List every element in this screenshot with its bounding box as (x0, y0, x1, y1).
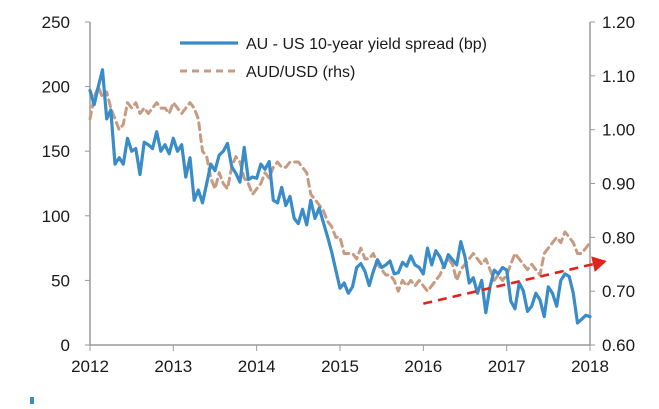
y-right-tick-label: 0.90 (602, 175, 635, 194)
axes-group: 2012 2013 2014 2015 2016 2017 2018 0 50 100 150 200… (42, 13, 635, 376)
legend-label-spread: AU - US 10-year yield spread (bp) (246, 36, 487, 53)
series-group (88, 68, 592, 325)
corner-marker (30, 397, 34, 404)
series-line-audusd (88, 85, 592, 293)
y-right-tick-label: 0.80 (602, 228, 635, 247)
y-left-tick-label: 50 (51, 271, 70, 290)
y-right-tick-label: 0.70 (602, 282, 635, 301)
y-right-tick-label: 1.10 (602, 67, 635, 86)
y-right-tick-label: 1.00 (602, 121, 635, 140)
x-tick-label: 2012 (71, 357, 109, 376)
y-left-tick-label: 0 (61, 336, 70, 355)
annotation-group (423, 256, 607, 305)
y-left-tick-label: 100 (42, 207, 70, 226)
y-left-tick-label: 250 (42, 13, 70, 32)
series-line-spread (88, 68, 592, 325)
x-tick-label: 2013 (154, 357, 192, 376)
y-left-tick-label: 150 (42, 142, 70, 161)
x-tick-label: 2014 (238, 357, 276, 376)
x-tick-label: 2018 (571, 357, 609, 376)
y-right-tick-label: 1.20 (602, 13, 635, 32)
legend: AU - US 10-year yield spread (bp) AUD/US… (180, 36, 487, 81)
y-right-tick-label: 0.60 (602, 336, 635, 355)
legend-label-audusd: AUD/USD (rhs) (246, 64, 355, 81)
y-left-tick-label: 200 (42, 78, 70, 97)
x-tick-label: 2016 (404, 357, 442, 376)
x-tick-label: 2017 (488, 357, 526, 376)
trend-arrow-head (591, 256, 607, 272)
x-tick-label: 2015 (321, 357, 359, 376)
